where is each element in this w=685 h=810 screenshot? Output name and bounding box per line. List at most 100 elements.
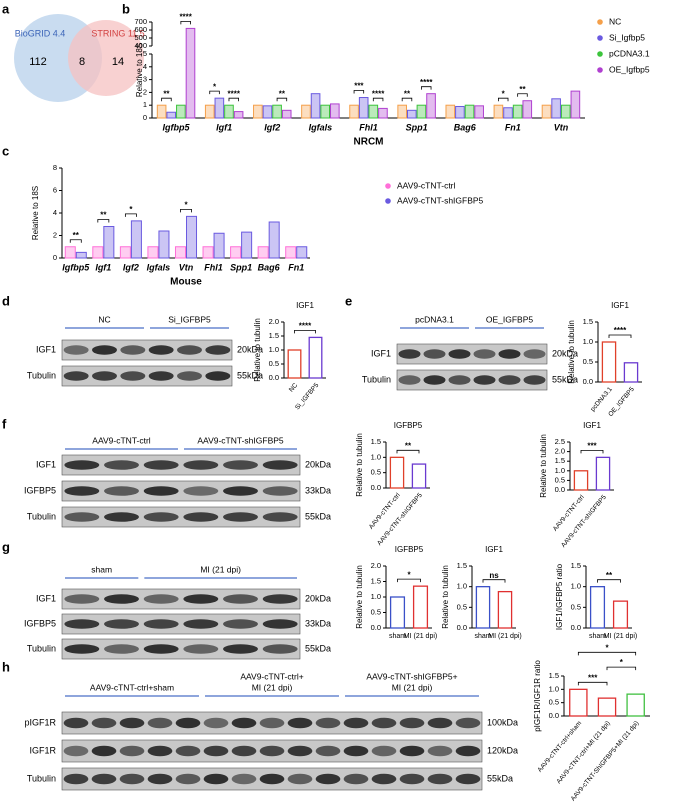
blot-band [183,486,219,496]
y-tick-label: 0.5 [371,607,381,616]
y-tick-label: 1.0 [549,684,559,693]
blot-band [203,773,229,785]
significance-bracket [180,208,192,213]
bar [475,586,491,629]
blot-band [223,460,258,470]
blot-strip [61,454,301,476]
y-tick-label: 4 [143,62,147,71]
y-axis-label: Relative to tubulin [567,320,576,384]
blot-band [315,717,341,729]
blot-band [523,349,546,359]
venn-overlap-count: 8 [79,56,85,68]
blot-size-label: 20kDa [305,459,331,469]
significance-label: ** [163,89,170,98]
bar [445,104,456,119]
blot-band [371,717,397,729]
blot-band [448,349,471,359]
blot-band [63,745,89,757]
bar [119,246,131,259]
bar [493,104,504,119]
y-axis-label: IGF1/IGFBP5 ratio [555,563,564,630]
bar [310,93,321,119]
y-axis-label: Relative to tubulin [441,565,450,629]
bar [612,600,629,629]
x-axis-label: NRCM [354,137,384,148]
blot-band [119,717,145,729]
y-tick-label: 1.5 [583,317,593,326]
significance-label: **** [420,78,433,87]
x-tick-label: Igfals [147,262,171,272]
blot-band [143,486,179,496]
blot-band [231,745,257,757]
significance-bracket [97,219,110,223]
blot-band [183,644,219,654]
bar [147,246,159,259]
blot-band [64,512,100,522]
blot-band [287,717,313,729]
x-tick-label: AAV9-cTNT-shIGFBP5 [560,494,608,549]
bar [92,246,104,259]
x-tick-label: NC [288,382,300,394]
bar [253,104,263,119]
y-tick-label: 0.0 [555,485,565,494]
bar [512,104,523,119]
blot-band [262,619,298,629]
blot-band [104,644,139,654]
bar [158,230,170,259]
blot-size-label: 33kDa [305,618,331,628]
x-axis-label: Mouse [170,277,202,288]
significance-bracket [517,93,528,97]
bar [497,590,513,629]
y-tick-label: 0.0 [269,373,279,382]
blot-band [148,345,174,355]
significance-label: ** [279,89,286,98]
blot-band [262,512,298,522]
y-tick-label: 8 [53,163,57,172]
blot-band [399,745,425,757]
panel-label: e [345,293,352,308]
chart-title: IGFBP5 [395,545,424,554]
y-tick-label: 0 [53,253,57,262]
y-tick-label: 700 [134,17,147,26]
bar [570,90,581,119]
blot-band [523,375,546,385]
blot-size-label: 20kDa [552,348,578,358]
x-tick-label: sham [389,633,406,640]
y-tick-label: 1.0 [371,592,381,601]
y-tick-label: 1.0 [371,452,381,461]
x-tick-label: Igfbp5 [163,122,191,132]
blot-row-label: IGF1 [36,344,56,354]
blot-strip [61,638,301,660]
y-tick-label: 0.5 [371,468,381,477]
y-tick-label: 1.5 [371,437,381,446]
blot-band [473,349,496,359]
y-tick-label: 0.5 [583,357,593,366]
chart-title: IGF1 [485,545,503,554]
significance-bracket [396,449,420,454]
blot-band [455,717,481,729]
blot-size-label: 55kDa [487,773,513,783]
blot-band [91,745,117,757]
blot-band [371,773,397,785]
bar [597,697,617,717]
y-axis-label: Relative to tubulin [539,434,548,498]
significance-bracket [421,86,432,90]
blot-band [63,345,89,355]
x-tick-label: Fn1 [288,262,304,272]
legend-label: AAV9-cTNT-ctrl [397,180,456,190]
blot-band [119,773,145,785]
blot-band [205,345,231,355]
bar [464,104,475,119]
blot-band [92,345,117,355]
blot-row-label: IGFBP5 [24,485,56,495]
y-axis-label: Relative to 18S [31,186,40,240]
y-tick-label: 1.5 [371,576,381,585]
significance-bracket [161,97,172,102]
blot-group-label: AAV9-cTNT-ctrl+ [240,671,303,681]
bar [358,97,369,119]
blot-band [104,486,139,496]
y-tick-label: 2.0 [371,561,381,570]
x-tick-label: Bag6 [454,122,477,132]
blot-band [63,717,89,729]
significance-label: ** [519,85,526,94]
